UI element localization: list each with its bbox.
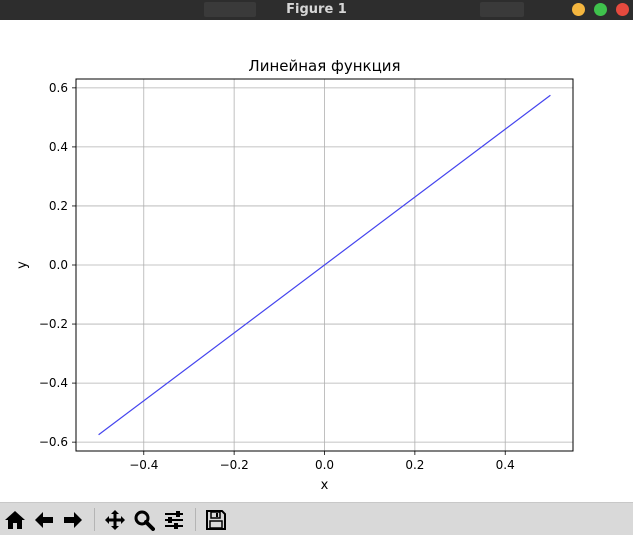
- floppy-icon: [206, 510, 226, 530]
- chart-title: Линейная функция: [248, 57, 400, 75]
- figure-canvas[interactable]: −0.4 −0.2 0.0 0.2 0.4 −0.6 −0.4 −0.2 0.0 0.2 0.4 0.…: [0, 20, 633, 502]
- configure-subplots-button[interactable]: [161, 507, 187, 533]
- forward-button[interactable]: [60, 507, 86, 533]
- pan-button[interactable]: [102, 507, 128, 533]
- home-button[interactable]: [2, 507, 28, 533]
- x-tick-label: 0.4: [496, 458, 515, 472]
- y-tick-label: 0.0: [49, 258, 68, 272]
- home-icon: [5, 511, 25, 529]
- window-titlebar: Figure 1: [0, 0, 633, 20]
- chart-ticks: −0.4 −0.2 0.0 0.2 0.4 −0.6 −0.4 −0.2 0.0 0.2 0.4 0.…: [39, 81, 515, 472]
- y-tick-label: 0.2: [49, 199, 68, 213]
- y-axis-label: y: [15, 261, 30, 269]
- close-button[interactable]: [616, 3, 629, 16]
- y-tick-label: −0.2: [39, 317, 68, 331]
- toolbar-separator: [94, 508, 95, 531]
- move-icon: [105, 510, 125, 530]
- titlebar-blur-right: [480, 2, 524, 17]
- x-tick-label: 0.2: [405, 458, 424, 472]
- chart-series: [98, 94, 551, 436]
- y-tick-label: −0.6: [39, 435, 68, 449]
- arrow-left-icon: [35, 512, 53, 528]
- chart-grid: [76, 79, 573, 451]
- minimize-button[interactable]: [572, 3, 585, 16]
- x-tick-label: −0.4: [129, 458, 158, 472]
- y-tick-label: 0.6: [49, 81, 68, 95]
- x-tick-label: −0.2: [220, 458, 249, 472]
- maximize-button[interactable]: [594, 3, 607, 16]
- save-button[interactable]: [203, 507, 229, 533]
- toolbar-separator: [195, 508, 196, 531]
- magnifier-icon: [134, 510, 155, 531]
- series-line: [98, 94, 551, 436]
- titlebar-blur-left: [204, 2, 256, 17]
- y-tick-label: −0.4: [39, 376, 68, 390]
- x-axis-label: x: [321, 478, 329, 493]
- chart-svg: −0.4 −0.2 0.0 0.2 0.4 −0.6 −0.4 −0.2 0.0 0.2 0.4 0.…: [15, 57, 574, 493]
- window-title: Figure 1: [286, 2, 347, 17]
- arrow-right-icon: [64, 512, 82, 528]
- y-tick-label: 0.4: [49, 140, 68, 154]
- navigation-toolbar: [0, 502, 633, 535]
- zoom-button[interactable]: [131, 507, 157, 533]
- back-button[interactable]: [31, 507, 57, 533]
- sliders-icon: [165, 511, 183, 529]
- x-tick-label: 0.0: [315, 458, 334, 472]
